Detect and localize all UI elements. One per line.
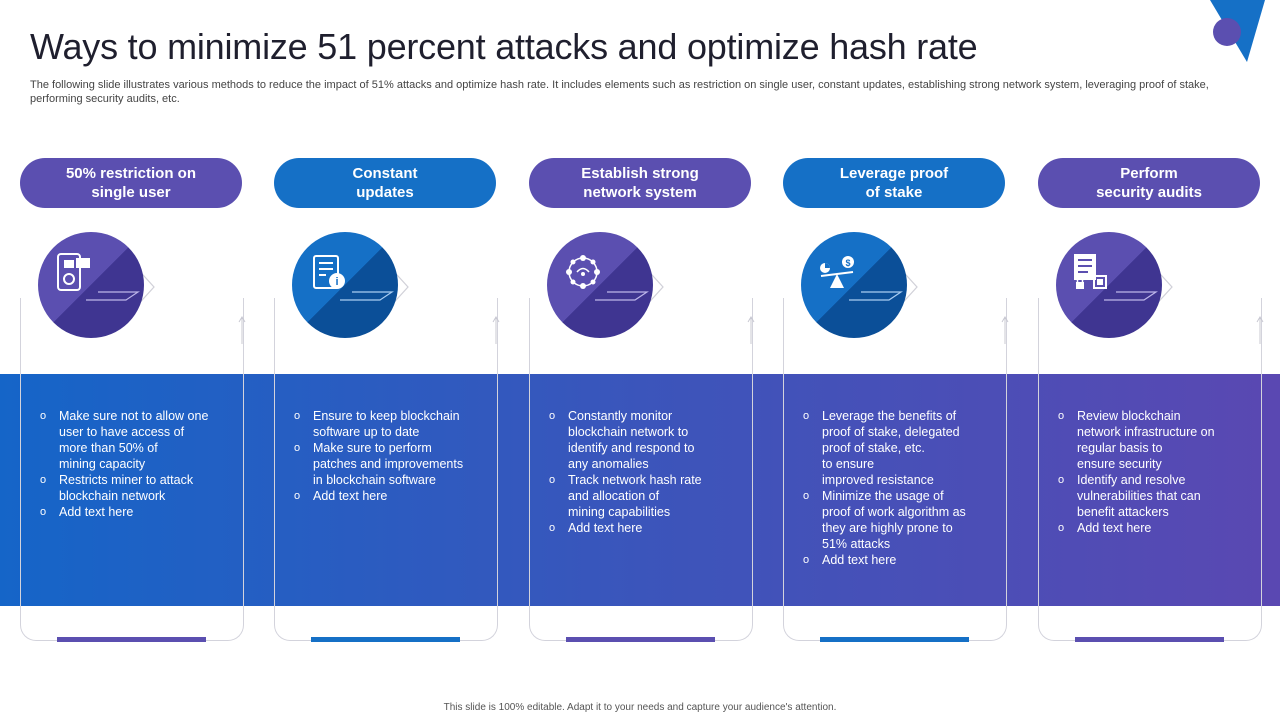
accent-bar <box>566 637 715 642</box>
svg-text:$: $ <box>845 258 850 268</box>
column-network: Establish strong network system Constant… <box>529 158 755 642</box>
network-hub-icon <box>566 255 600 289</box>
bullet-item: Identify and resolve vulnerabilities tha… <box>1056 472 1252 520</box>
bullet-item: Review blockchain network infrastructure… <box>1056 408 1252 472</box>
icon-circle <box>1056 232 1162 338</box>
icon-badge <box>543 230 667 340</box>
bullet-item: Make sure not to allow one user to have … <box>38 408 234 472</box>
accent-bar <box>820 637 969 642</box>
arrow-up-icon <box>747 316 755 344</box>
svg-text:i: i <box>335 276 338 288</box>
bullet-item: Constantly monitor blockchain network to… <box>547 408 743 472</box>
bullet-item: Ensure to keep blockchain software up to… <box>292 408 488 440</box>
icon-badge: i <box>288 230 412 340</box>
bullet-item: Track network hash rate and allocation o… <box>547 472 743 520</box>
column-security-audits: Perform security audits Review blockchai… <box>1038 158 1264 642</box>
arrow-up-icon <box>492 316 500 344</box>
bullet-item: Make sure to perform patches and improve… <box>292 440 488 488</box>
bullet-item: Add text here <box>547 520 743 536</box>
bullet-item: Restricts miner to attack blockchain net… <box>38 472 234 504</box>
heading-pill: Perform security audits <box>1038 158 1260 208</box>
heading-pill: Establish strong network system <box>529 158 751 208</box>
accent-bar <box>311 637 460 642</box>
arrow-up-icon <box>1001 316 1009 344</box>
bullet-item: Add text here <box>801 552 997 568</box>
footer-note: This slide is 100% editable. Adapt it to… <box>443 702 837 713</box>
icon-circle: $ <box>801 232 907 338</box>
column-restriction: 50% restriction on single user Make sure… <box>20 158 246 642</box>
bullet-item: Leverage the benefits of proof of stake,… <box>801 408 997 488</box>
balance-scale-icon: $ <box>820 256 854 288</box>
accent-bar <box>1075 637 1224 642</box>
bullet-item: Add text here <box>292 488 488 504</box>
arrow-up-icon <box>1256 316 1264 344</box>
arrow-up-icon <box>238 316 246 344</box>
icon-circle: i <box>292 232 398 338</box>
bullet-item: Minimize the usage of proof of work algo… <box>801 488 997 552</box>
icon-circle <box>38 232 144 338</box>
slide-title: Ways to minimize 51 percent attacks and … <box>30 26 978 67</box>
accent-bar <box>57 637 206 642</box>
heading-pill: Leverage proof of stake <box>783 158 1005 208</box>
icon-badge <box>1052 230 1176 340</box>
bullet-item: Add text here <box>38 504 234 520</box>
bullet-item: Add text here <box>1056 520 1252 536</box>
corner-decoration <box>1210 0 1265 62</box>
icon-badge <box>34 230 158 340</box>
column-updates: Constant updates i Ensure to keep blockc… <box>274 158 500 642</box>
id-card-user-icon <box>57 253 90 291</box>
icon-circle <box>547 232 653 338</box>
document-info-icon: i <box>313 255 345 289</box>
icon-badge: $ <box>797 230 921 340</box>
security-audit-icon <box>1074 254 1107 289</box>
column-proof-of-stake: Leverage proof of stake $ Leverage the b… <box>783 158 1009 642</box>
slide-subtitle: The following slide illustrates various … <box>30 79 1209 105</box>
heading-pill: Constant updates <box>274 158 496 208</box>
heading-pill: 50% restriction on single user <box>20 158 242 208</box>
